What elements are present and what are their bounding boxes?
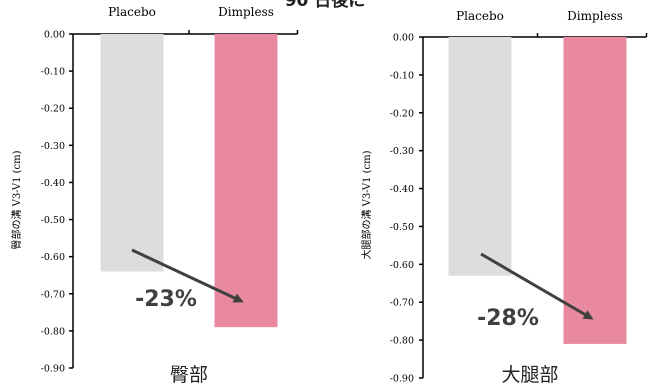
left-y-tick-label: -0.80	[41, 326, 65, 337]
right-bar-placebo	[448, 37, 512, 276]
left-y-tick-label: -0.50	[41, 215, 65, 226]
chart-left: Placebo Dimpless 0.00 -0.10 -0.20 -0.30 -0.40…	[10, 5, 299, 386]
left-y-tick-label: 0.00	[44, 30, 65, 41]
left-trend-arrow	[131, 248, 244, 303]
left-category-labels: Placebo Dimpless	[108, 5, 274, 19]
right-category-label-dimpless: Dimpless	[567, 9, 623, 23]
left-y-tick-label: -0.20	[41, 104, 65, 115]
right-y-tick-label: -0.20	[390, 108, 414, 119]
left-category-label-dimpless: Dimpless	[218, 5, 274, 19]
right-y-tick-label: -0.70	[390, 298, 414, 309]
right-y-axis-label: 大腿部の溝 V3-V1 (cm)	[360, 150, 373, 259]
left-bar-dimpless	[214, 34, 278, 328]
right-bar-dimpless	[563, 37, 627, 344]
right-y-tick-label: -0.60	[390, 260, 414, 271]
right-tick-labels: 0.00 -0.10 -0.20 -0.30 -0.40 -0.50 -0.60 -0.70 -…	[390, 33, 414, 385]
right-category-labels: Placebo Dimpless	[456, 9, 623, 23]
right-y-tick-label: -0.50	[390, 222, 414, 233]
right-trend-arrow	[480, 252, 594, 320]
right-category-label-placebo: Placebo	[456, 9, 504, 23]
right-y-tick-label: -0.30	[390, 146, 414, 157]
left-percent-annotation: -23%	[135, 287, 197, 312]
header-title-fragment: 90 日後に	[285, 0, 366, 11]
left-y-tick-label: -0.30	[41, 141, 65, 152]
left-tick-labels: 0.00 -0.10 -0.20 -0.30 -0.40 -0.50 -0.60 -0.70 -…	[41, 30, 65, 375]
left-y-tick-label: -0.40	[41, 178, 65, 189]
chart-right: Placebo Dimpless 0.00 -0.10 -0.20 -0.30 -0.40…	[360, 9, 648, 386]
left-category-label-placebo: Placebo	[108, 5, 156, 19]
left-bars	[100, 34, 278, 328]
right-y-tick-label: -0.10	[390, 70, 414, 81]
left-y-axis-label: 臀部の溝 V3-V1 (cm)	[10, 150, 23, 249]
left-y-tick-label: -0.90	[41, 364, 65, 375]
left-y-tick-label: -0.10	[41, 67, 65, 78]
right-bars	[448, 37, 627, 344]
right-y-tick-label: -0.90	[390, 374, 414, 385]
right-y-tick-label: -0.80	[390, 336, 414, 347]
left-bar-placebo	[100, 34, 164, 272]
right-percent-annotation: -28%	[477, 306, 539, 331]
right-y-tick-label: 0.00	[393, 33, 414, 44]
right-x-axis-label: 大腿部	[501, 364, 558, 386]
left-y-tick-label: -0.70	[41, 289, 65, 300]
left-y-tick-label: -0.60	[41, 252, 65, 263]
right-y-tick-label: -0.40	[390, 184, 414, 195]
left-x-axis-label: 臀部	[170, 364, 208, 386]
